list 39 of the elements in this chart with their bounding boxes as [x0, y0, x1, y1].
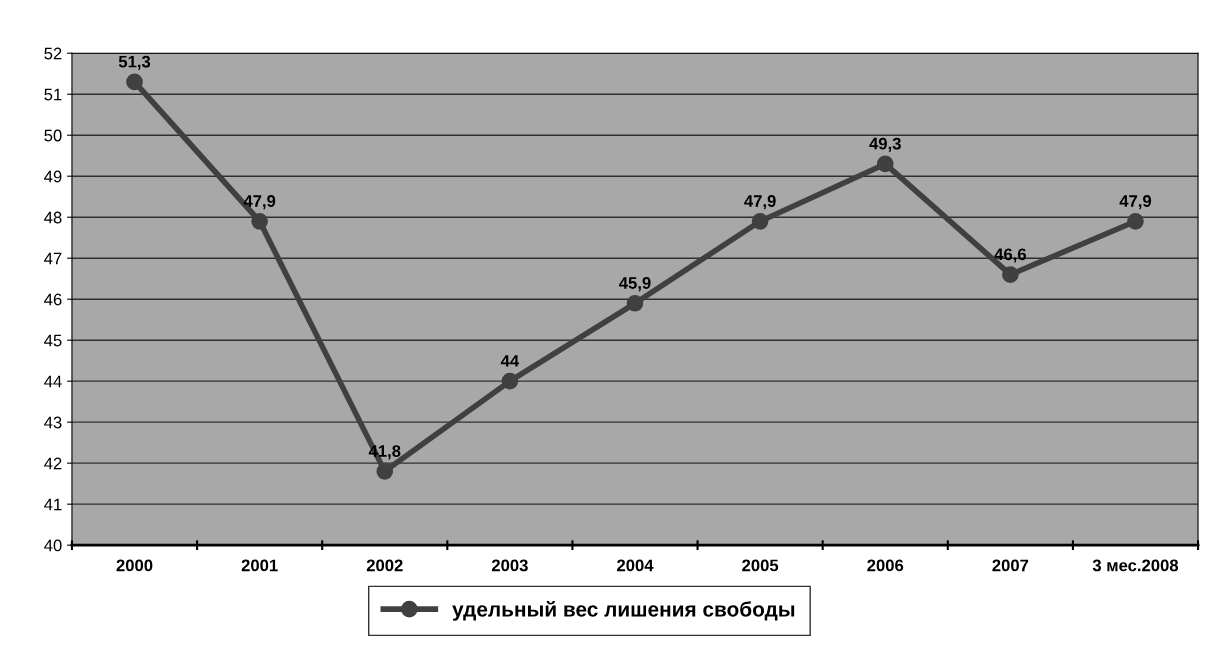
- y-tick-label: 42: [44, 457, 62, 470]
- y-tick-label: 45: [44, 334, 62, 347]
- data-label: 49,3: [869, 137, 901, 152]
- legend-label: удельный вес лишения свободы: [452, 600, 795, 621]
- point: [251, 212, 268, 230]
- y-tick-label: 41: [44, 498, 62, 511]
- y-tick-label: 47: [44, 252, 62, 265]
- y-tick-label: 51: [44, 88, 62, 101]
- x-tick-label: 2003: [491, 559, 528, 572]
- x-tick-label: 2005: [742, 559, 779, 572]
- x-tick-label: 2002: [366, 559, 403, 572]
- y-tick-label: 49: [44, 170, 62, 183]
- data-label: 47,9: [1119, 195, 1152, 210]
- point: [876, 155, 894, 173]
- y-tick-label: 44: [44, 375, 62, 388]
- x-tick-label: 2004: [617, 559, 654, 572]
- point: [1002, 266, 1019, 283]
- point: [1127, 212, 1144, 230]
- data-label: 45,9: [619, 277, 651, 292]
- x-tick-label: 2001: [241, 559, 278, 572]
- point: [126, 73, 143, 91]
- point: [626, 294, 644, 312]
- point: [501, 372, 519, 390]
- y-tick-label: 52: [44, 47, 62, 60]
- point: [751, 212, 769, 230]
- point: [376, 463, 394, 480]
- x-tick-label: 3 мес.2008: [1092, 559, 1179, 572]
- y-tick-label: 50: [44, 129, 62, 142]
- data-label: 44: [500, 355, 520, 367]
- x-tick-label: 2000: [116, 559, 153, 572]
- y-tick-label: 43: [44, 416, 62, 429]
- data-label: 47,9: [744, 195, 776, 210]
- y-tick-label: 48: [44, 211, 62, 224]
- y-tick-label: 46: [44, 293, 62, 306]
- x-tick-label: 2006: [867, 559, 904, 572]
- data-label: 47,9: [243, 195, 276, 210]
- y-tick-label: 40: [44, 539, 62, 552]
- x-tick-label: 2007: [992, 559, 1029, 572]
- data-label: 51,3: [118, 55, 151, 70]
